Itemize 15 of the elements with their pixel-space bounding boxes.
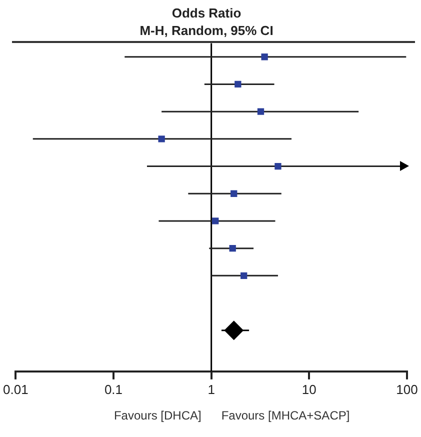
point <box>261 54 268 60</box>
x-tick-label: 100 <box>396 382 418 397</box>
x-tick-label: 10 <box>302 382 316 397</box>
text: Favours [DHCA] <box>114 408 202 422</box>
chart-subtitle: M-H, Random, 95% CI <box>140 22 274 38</box>
text: Favours [MHCA+SACP] <box>221 408 350 422</box>
x-tick-label: 1 <box>208 382 215 397</box>
point <box>229 244 236 252</box>
x-tick-label: 0.1 <box>104 382 123 397</box>
chart-title: Odds Ratio <box>172 5 242 20</box>
point <box>230 190 238 197</box>
point <box>257 108 264 115</box>
x-tick-label: 0.01 <box>2 382 28 397</box>
point <box>224 320 244 340</box>
point <box>234 80 242 88</box>
